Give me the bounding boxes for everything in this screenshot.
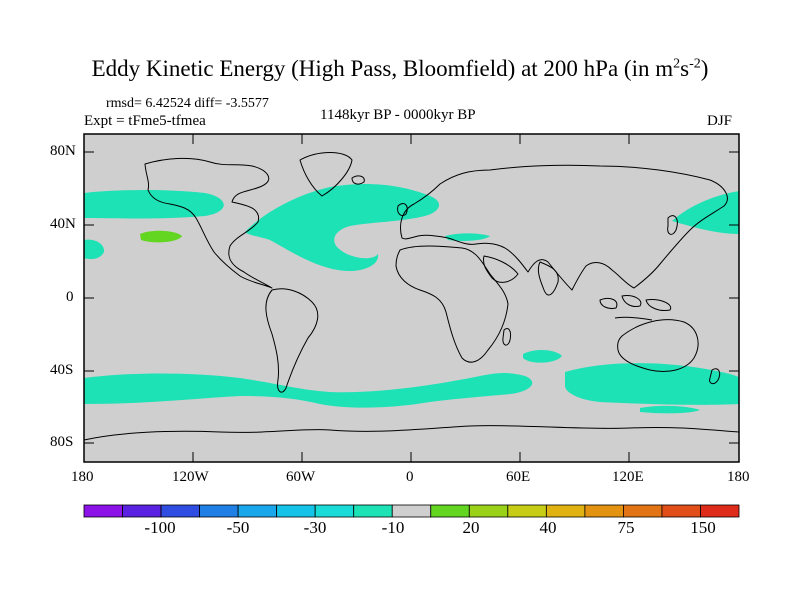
legend-colorbar bbox=[83, 504, 740, 518]
lon-label-180w: 180 bbox=[71, 469, 94, 485]
legend-label: 40 bbox=[539, 518, 557, 537]
legend-label: 75 bbox=[617, 518, 635, 537]
legend-label: 150 bbox=[690, 518, 716, 537]
iceland-coast bbox=[351, 175, 365, 185]
lat-label-0: 0 bbox=[66, 289, 74, 305]
eurasia-coast bbox=[400, 164, 728, 291]
legend-color-box bbox=[237, 504, 278, 518]
legend-label: -30 bbox=[303, 518, 327, 537]
legend-color-box bbox=[507, 504, 547, 518]
lon-label-60w: 60W bbox=[286, 469, 316, 485]
new-zealand-coast bbox=[709, 368, 721, 385]
indonesia-coast-3 bbox=[614, 316, 653, 321]
southern-ocean-anomaly bbox=[84, 373, 533, 408]
lon-tick-marks bbox=[192, 134, 630, 462]
map-background bbox=[84, 134, 739, 462]
experiment-label: Expt = tFme5-tfmea bbox=[84, 113, 206, 129]
australia-south-anomaly bbox=[640, 405, 700, 414]
lat-label-80s: 80S bbox=[50, 434, 74, 450]
australia-coast bbox=[617, 319, 699, 372]
legend-label: -100 bbox=[144, 518, 176, 537]
east-pacific-anomaly bbox=[84, 239, 105, 260]
legend-color-box bbox=[468, 504, 509, 518]
coastlines bbox=[83, 152, 740, 441]
legend-color-box bbox=[353, 504, 393, 518]
africa-coast bbox=[395, 245, 509, 363]
south-america-coast bbox=[265, 288, 319, 393]
legend-label: 20 bbox=[462, 518, 480, 537]
lon-label-0: 0 bbox=[406, 469, 414, 485]
south-atlantic-anomaly bbox=[523, 350, 562, 363]
legend-color-box bbox=[83, 504, 123, 518]
antarctica-coast bbox=[83, 425, 740, 441]
legend-color-box bbox=[623, 504, 663, 518]
british-isles-coast bbox=[397, 203, 408, 217]
season-label: DJF bbox=[707, 113, 733, 129]
lat-label-80n: 80N bbox=[50, 143, 76, 159]
north-pacific-anomaly bbox=[84, 189, 224, 219]
mediterranean-anomaly bbox=[445, 233, 490, 241]
negative-anomaly-regions bbox=[84, 184, 739, 414]
period-label: 1148kyr BP - 0000kyr BP bbox=[320, 107, 476, 123]
legend-color-box bbox=[430, 504, 470, 518]
lon-label-120w: 120W bbox=[172, 469, 209, 485]
indonesia-coast-2 bbox=[621, 295, 642, 307]
legend-color-box bbox=[391, 504, 432, 518]
japan-coast bbox=[667, 215, 678, 235]
lat-label-40s: 40S bbox=[50, 362, 74, 378]
lon-label-60e: 60E bbox=[506, 469, 531, 485]
legend-color-box bbox=[276, 504, 316, 518]
stats-text: rmsd= 6.42524 diff= -3.5577 bbox=[106, 96, 269, 111]
legend-color-box bbox=[700, 504, 740, 518]
legend-color-box bbox=[160, 504, 200, 518]
legend-color-box bbox=[661, 504, 701, 518]
legend-color-box bbox=[545, 504, 586, 518]
legend-label: -10 bbox=[381, 518, 405, 537]
lon-label-180e: 180 bbox=[727, 469, 750, 485]
india-coast bbox=[537, 261, 559, 296]
north-atlantic-anomaly bbox=[245, 184, 440, 272]
lat-label-40n: 40N bbox=[50, 216, 76, 232]
lat-tick-marks bbox=[84, 151, 739, 444]
legend-color-box bbox=[314, 504, 355, 518]
legend-color-box bbox=[199, 504, 239, 518]
arabia-coast bbox=[483, 255, 519, 283]
greenland-coast bbox=[299, 152, 353, 197]
new-guinea-coast bbox=[645, 299, 672, 311]
north-america-coast bbox=[144, 157, 273, 289]
positive-anomaly-pacific bbox=[140, 230, 182, 243]
legend-color-box bbox=[122, 504, 162, 518]
indonesia-coast-1 bbox=[599, 297, 618, 309]
south-indian-anomaly bbox=[565, 363, 739, 405]
northwest-pacific-anomaly bbox=[672, 191, 739, 234]
legend-color-box bbox=[584, 504, 624, 518]
map-title: Eddy Kinetic Energy (High Pass, Bloomfie… bbox=[91, 56, 709, 81]
madagascar-coast bbox=[502, 327, 511, 346]
legend-label: -50 bbox=[226, 518, 250, 537]
lon-label-120e: 120E bbox=[612, 469, 644, 485]
